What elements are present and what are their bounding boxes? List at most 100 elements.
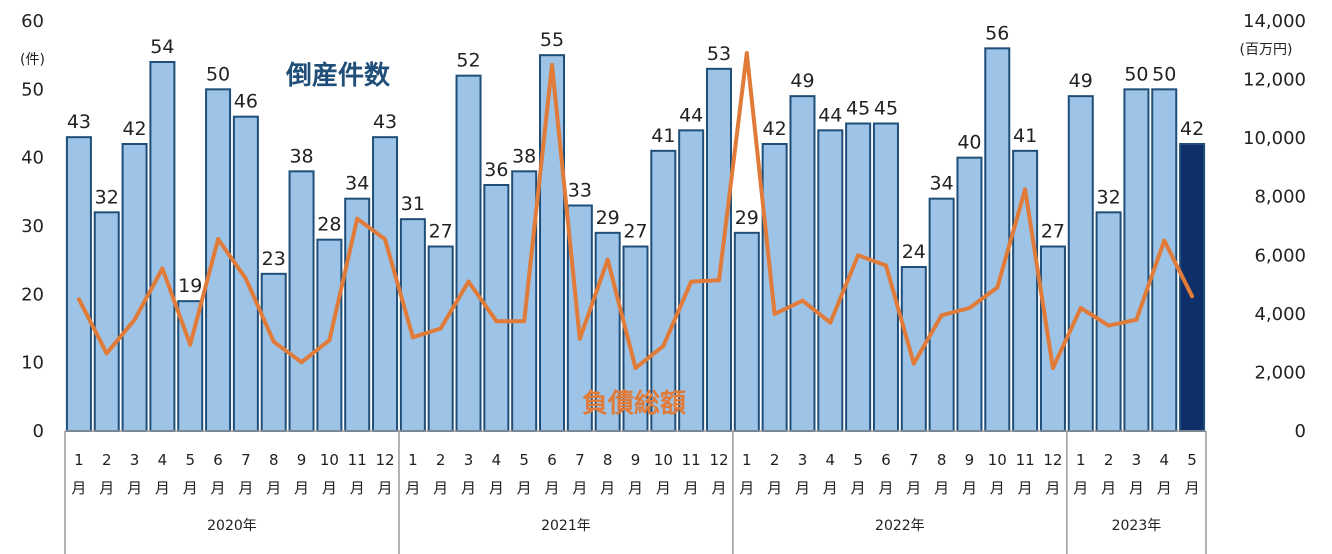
bar	[705, 67, 732, 432]
month-suffix-label: 月	[656, 479, 671, 497]
month-suffix-label: 月	[600, 479, 615, 497]
month-number-label: 8	[603, 451, 613, 469]
bar-value-label: 42	[122, 118, 146, 140]
bar	[956, 156, 983, 433]
month-number-label: 7	[241, 451, 251, 469]
month-number-label: 5	[519, 451, 529, 469]
year-label: 2020年	[207, 518, 257, 534]
bar-value-label: 38	[289, 145, 313, 167]
month-suffix-label: 月	[238, 479, 253, 497]
bar-value-label: 40	[957, 132, 981, 154]
right-tick-label: 6,000	[1254, 245, 1306, 266]
month-number-label: 4	[1159, 451, 1169, 469]
month-number-label: 3	[1132, 451, 1142, 469]
bar-value-label: 38	[512, 145, 536, 167]
year-label: 2023年	[1112, 518, 1162, 534]
bar-value-label: 45	[874, 98, 898, 120]
bar	[1179, 143, 1206, 432]
line-point	[967, 306, 972, 310]
bar-value-label: 44	[818, 104, 842, 126]
bar-value-label: 29	[596, 207, 620, 229]
bar-value-label: 24	[902, 241, 926, 263]
line-point	[466, 279, 471, 284]
left-tick-label: 20	[21, 284, 44, 305]
right-tick-label: 8,000	[1254, 187, 1306, 208]
bar	[455, 74, 482, 433]
month-suffix-label: 月	[127, 479, 142, 497]
bar-value-label: 49	[790, 70, 814, 92]
month-suffix-label: 月	[405, 479, 420, 497]
x-axis: 1月2月3月4月5月6月7月8月9月10月11月12月1月2月3月4月5月6月7…	[64, 430, 1207, 554]
line-point	[271, 339, 276, 344]
line-point	[716, 278, 721, 283]
bar-value-label: 52	[456, 50, 480, 72]
left-tick-label: 60	[21, 11, 44, 32]
bar-value-label: 50	[1124, 63, 1148, 85]
month-number-label: 4	[158, 451, 168, 469]
month-number-label: 1	[408, 451, 418, 469]
right-tick-label: 12,000	[1243, 70, 1306, 91]
month-number-label: 6	[213, 451, 223, 469]
line-point	[689, 279, 694, 284]
month-number-label: 11	[682, 451, 701, 469]
month-suffix-label: 月	[350, 479, 365, 497]
bar-value-label: 32	[95, 186, 119, 208]
bar-value-label: 31	[401, 193, 425, 215]
month-suffix-label: 月	[823, 479, 838, 497]
bar-value-label: 44	[679, 104, 703, 126]
line-point	[410, 335, 415, 340]
bar	[817, 129, 844, 432]
line-point	[661, 344, 666, 349]
bar-value-label: 23	[262, 248, 286, 270]
month-suffix-label: 月	[99, 479, 114, 497]
bar-value-label: 50	[1152, 63, 1176, 85]
month-suffix-label: 月	[211, 479, 226, 497]
month-suffix-label: 月	[378, 479, 393, 497]
month-suffix-label: 月	[1157, 479, 1172, 497]
left-tick-label: 10	[21, 353, 44, 374]
month-suffix-label: 月	[1045, 479, 1060, 497]
month-number-label: 5	[185, 451, 195, 469]
right-tick-label: 10,000	[1243, 128, 1306, 149]
line-point	[1050, 366, 1055, 371]
month-suffix-label: 月	[489, 479, 504, 497]
bar-value-label: 55	[540, 29, 564, 51]
month-suffix-label: 月	[1101, 479, 1116, 497]
month-suffix-label: 月	[433, 479, 448, 497]
right-axis: 0 2,000 4,000 6,000 8,000 10,000 12,000 14,000	[1243, 11, 1306, 442]
line-point	[494, 319, 499, 324]
bar	[539, 54, 566, 433]
month-suffix-label: 月	[322, 479, 337, 497]
bar-value-label: 29	[735, 207, 759, 229]
bar	[93, 211, 120, 432]
line-point	[243, 276, 248, 281]
left-tick-label: 50	[21, 79, 44, 100]
bar-value-label: 50	[206, 63, 230, 85]
bar	[288, 170, 315, 432]
right-axis-unit: (百万円)	[1240, 42, 1293, 58]
bar	[205, 88, 232, 432]
month-number-label: 3	[130, 451, 140, 469]
bar	[1123, 88, 1150, 432]
line-point	[577, 336, 582, 341]
line-point	[772, 311, 777, 316]
month-number-label: 7	[575, 451, 585, 469]
line-point	[1190, 294, 1195, 299]
month-number-label: 6	[881, 451, 891, 469]
bar	[121, 143, 148, 432]
line-series-title: 負債総額	[582, 388, 686, 419]
month-suffix-label: 月	[990, 479, 1005, 497]
right-tick-label: 2,000	[1254, 362, 1306, 383]
line-point	[188, 342, 193, 347]
month-suffix-label: 月	[294, 479, 309, 497]
month-number-label: 9	[631, 451, 641, 469]
left-tick-label: 30	[21, 216, 44, 237]
line-point	[1134, 317, 1139, 322]
month-number-label: 6	[547, 451, 557, 469]
line-point	[1106, 323, 1111, 328]
month-number-label: 8	[269, 451, 279, 469]
month-suffix-label: 月	[1018, 479, 1033, 497]
line-point	[160, 266, 165, 271]
bar-value-label: 53	[707, 43, 731, 65]
